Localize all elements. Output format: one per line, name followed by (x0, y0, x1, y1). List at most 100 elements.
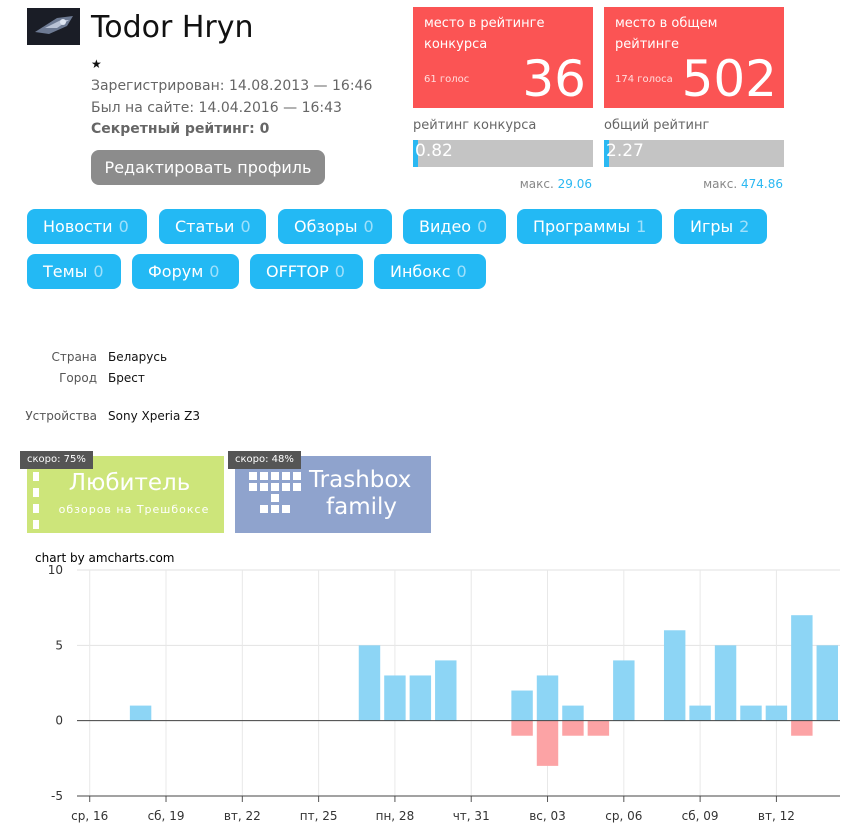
tab-inbox[interactable]: Инбокс 0 (374, 254, 486, 289)
avatar[interactable] (27, 8, 80, 45)
overall-max-value: 474.86 (741, 177, 783, 191)
tab-count: 0 (240, 217, 251, 236)
country-value: Беларусь (108, 350, 168, 364)
bar-positive (358, 645, 381, 721)
tab-topics[interactable]: Темы 0 (27, 254, 121, 289)
user-name: Todor Hryn (91, 10, 254, 45)
overall-rating-bar: 2.27 (604, 140, 784, 167)
contest-rating-title: рейтинг конкурса (413, 118, 537, 133)
bar-positive (435, 660, 457, 721)
overall-votes: 174 голоса (615, 74, 673, 85)
overall-rating-value: 2.27 (606, 141, 644, 161)
badge-title-line2: family (326, 494, 397, 520)
tab-forum[interactable]: Форум 0 (132, 254, 239, 289)
city-value: Брест (108, 371, 145, 385)
edit-profile-button[interactable]: Редактировать профиль (91, 150, 325, 185)
bar-positive (714, 645, 737, 721)
bar-positive (536, 675, 559, 721)
tab-reviews[interactable]: Обзоры 0 (278, 209, 392, 244)
contest-rating-max: макс. 29.06 (520, 177, 592, 191)
bar-negative (536, 720, 559, 766)
badge-title: Trashbox (309, 467, 412, 493)
bar-positive (129, 705, 152, 721)
contest-rating-value: 0.82 (415, 141, 453, 161)
badge-subtitle: обзоров на Трешбоксе (58, 503, 210, 516)
tab-count: 0 (118, 217, 129, 236)
country-label: Страна (51, 350, 97, 364)
bar-negative (511, 720, 533, 736)
bar-positive (816, 645, 838, 721)
chart-credit[interactable]: chart by amcharts.com (35, 551, 175, 565)
contest-rank-number: 36 (522, 50, 586, 108)
badge-title: Любитель (68, 470, 191, 496)
tab-label: Новости (43, 217, 113, 236)
badge-progress-tip: скоро: 48% (228, 451, 301, 469)
x-tick-label: вс, 03 (529, 809, 566, 823)
contest-max-label: макс. (519, 177, 554, 191)
y-tick-label: 0 (55, 714, 63, 728)
bar-positive (765, 705, 788, 721)
tab-articles[interactable]: Статьи 0 (159, 209, 266, 244)
city-label: Город (59, 371, 97, 385)
registered-date: Зарегистрирован: 14.08.2013 — 16:46 (91, 78, 373, 94)
overall-rank-label: место в общем рейтинге (615, 16, 718, 52)
x-tick-label: пт, 25 (300, 809, 338, 823)
y-tick-label: 5 (55, 638, 63, 652)
x-tick-label: чт, 31 (453, 809, 490, 823)
badge-progress-stripe (33, 456, 39, 533)
tab-label: Темы (43, 262, 88, 281)
tab-video[interactable]: Видео 0 (403, 209, 506, 244)
bar-negative (587, 720, 610, 736)
tab-count: 0 (93, 262, 104, 281)
bar-positive (663, 630, 686, 721)
tab-count: 2 (739, 217, 750, 236)
tab-count: 0 (334, 262, 345, 281)
overall-rank-box: место в общем рейтинге 174 голоса 502 (604, 7, 784, 108)
bar-negative (562, 720, 584, 736)
bar-positive (689, 705, 711, 721)
y-tick-label: 10 (48, 563, 63, 577)
tab-count: 0 (209, 262, 220, 281)
secret-rating: Секретный рейтинг: 0 (91, 121, 270, 137)
bar-negative (791, 720, 813, 736)
bar-positive (613, 660, 635, 721)
bar-positive (740, 705, 762, 721)
tab-label: Статьи (175, 217, 235, 236)
tab-count: 0 (363, 217, 374, 236)
tab-label: Видео (419, 217, 472, 236)
overall-max-label: макс. (703, 177, 738, 191)
tab-programs[interactable]: Программы 1 (517, 209, 662, 244)
x-tick-label: пн, 28 (376, 809, 415, 823)
last-seen: Был на сайте: 14.04.2016 — 16:43 (91, 100, 342, 116)
tab-count: 0 (477, 217, 488, 236)
x-tick-label: вт, 22 (224, 809, 261, 823)
overall-rating-fill (604, 140, 610, 167)
bar-positive (791, 615, 813, 721)
overall-rank-number: 502 (681, 50, 777, 108)
contest-rank-label: место в рейтинге конкурса (424, 16, 545, 52)
y-tick-label: -5 (51, 789, 63, 803)
x-tick-label: сб, 19 (148, 809, 185, 823)
tab-label: OFFTOP (266, 262, 329, 281)
tab-label: Форум (148, 262, 204, 281)
badge-progress-tip: скоро: 75% (20, 451, 93, 469)
overall-rating-max: макс. 474.86 (703, 177, 783, 191)
bar-positive (384, 675, 406, 721)
tab-news[interactable]: Новости 0 (27, 209, 147, 244)
x-tick-label: ср, 16 (71, 809, 108, 823)
x-tick-label: ср, 06 (605, 809, 642, 823)
tab-label: Инбокс (390, 262, 451, 281)
bar-positive (409, 675, 432, 721)
tab-label: Игры (690, 217, 734, 236)
contest-max-value: 29.06 (557, 177, 592, 191)
bar-positive (511, 690, 533, 721)
contest-rating-bar: 0.82 (413, 140, 593, 167)
devices-value: Sony Xperia Z3 (108, 409, 200, 423)
x-tick-label: вт, 12 (758, 809, 795, 823)
tab-count: 1 (636, 217, 647, 236)
star-icon: ★ (91, 57, 102, 71)
devices-label: Устройства (25, 409, 97, 423)
tab-games[interactable]: Игры 2 (674, 209, 767, 244)
tab-offtop[interactable]: OFFTOP 0 (250, 254, 363, 289)
contest-rank-box: место в рейтинге конкурса 61 голос 36 (413, 7, 593, 108)
